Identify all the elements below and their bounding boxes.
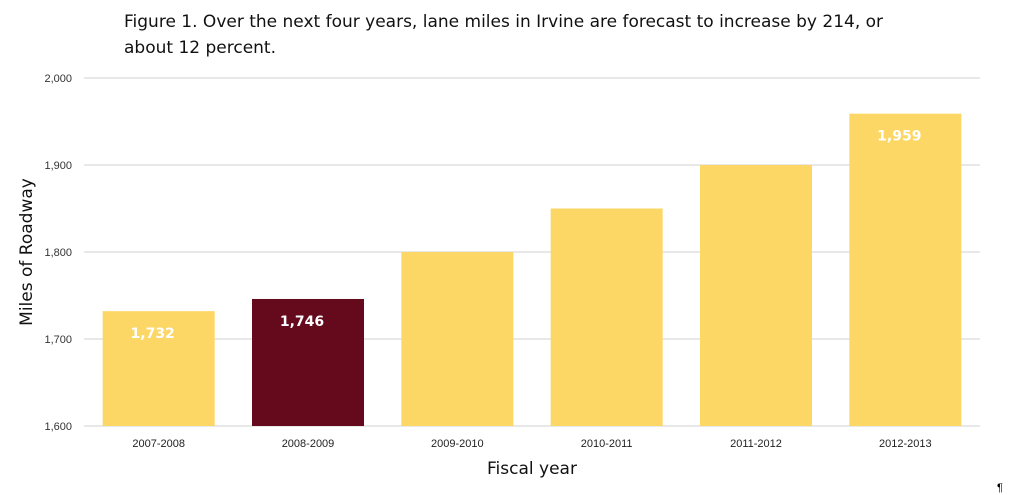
x-axis-label: Fiscal year [487,459,577,479]
bar-2012-2013 [849,113,962,427]
y-tick-label: 1,700 [44,334,72,346]
data-label: 1,732 [131,326,175,342]
bar-2010-2011 [550,208,663,426]
data-labels: 1,732 1,746 1,959 [131,129,922,342]
bar-2007-2008 [102,311,215,426]
gridlines [84,77,980,427]
y-tick-label: 1,900 [44,160,72,172]
x-tick-label: 2007-2008 [132,438,185,450]
x-tick-label: 2011-2012 [730,438,782,450]
y-tick-label: 2,000 [44,73,72,85]
x-tick-label: 2010-2011 [581,438,633,450]
chart-title: Figure 1. Over the next four years, lane… [124,12,884,58]
data-label: 1,959 [877,129,921,145]
bars [102,113,962,427]
x-tick-label: 2008-2009 [282,438,335,450]
x-axis-ticks: 2007-2008 2008-2009 2009-2010 2010-2011 2011… [132,438,931,450]
y-axis-label: Miles of Roadway [17,178,37,326]
bar-2011-2012 [700,165,812,426]
paragraph-mark: ¶ [997,482,1003,494]
data-label: 1,746 [280,314,324,330]
bar-2008-2009 [252,298,364,426]
bar-2009-2010 [401,252,514,426]
x-tick-label: 2009-2010 [431,438,484,450]
x-tick-label: 2012-2013 [879,438,932,450]
y-tick-label: 1,800 [44,247,72,259]
y-axis-ticks: 1,600 1,700 1,800 1,900 2,000 [44,73,72,433]
y-tick-label: 1,600 [44,421,72,433]
